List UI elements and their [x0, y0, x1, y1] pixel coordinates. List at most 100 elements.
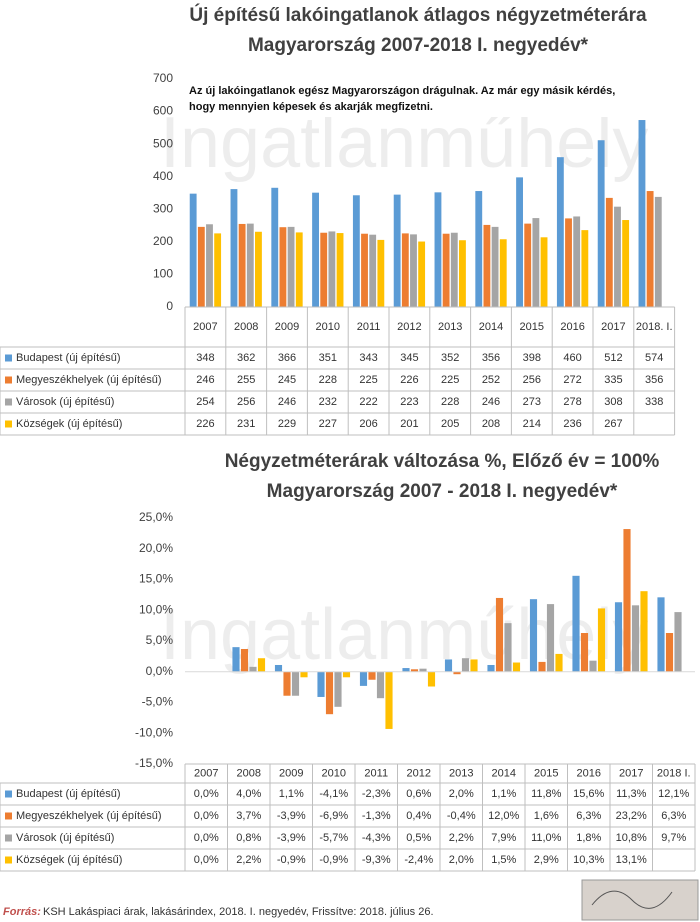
x-tick-label: 2018. I.: [636, 321, 673, 333]
table-value: 2,2%: [236, 854, 261, 866]
bar: [418, 241, 426, 307]
bar: [238, 223, 246, 307]
table-value: 245: [278, 374, 296, 386]
bar: [499, 239, 507, 307]
chart-subtitle: Magyarország 2007-2018 I. negyedév*: [248, 35, 589, 56]
table-value: 6,3%: [661, 810, 686, 822]
table-value: 352: [441, 352, 459, 364]
bar: [427, 671, 436, 687]
table-value: 256: [523, 374, 541, 386]
x-tick-label: 2009: [279, 767, 303, 779]
table-value: -0,9%: [319, 854, 348, 866]
bar: [291, 671, 300, 696]
table-value: 254: [196, 396, 214, 408]
legend-key: [5, 354, 12, 362]
table-value: 343: [359, 352, 377, 364]
y-tick-label: 20,0%: [139, 541, 173, 555]
legend-key: [5, 398, 12, 406]
table-value: 10,3%: [573, 854, 604, 866]
legend-label: Budapest (új építésű): [16, 352, 121, 364]
y-tick-label: 200: [153, 234, 173, 248]
bar: [334, 671, 342, 707]
table-value: 4,0%: [236, 788, 261, 800]
x-tick-label: 2015: [520, 321, 544, 333]
x-tick-label: 2007: [194, 767, 218, 779]
x-tick-label: 2010: [316, 321, 340, 333]
table-value: -6,9%: [319, 810, 348, 822]
bar: [232, 647, 240, 672]
bar: [312, 192, 319, 307]
legend-label: Megyeszékhelyek (új építésű): [16, 810, 162, 822]
table-value: 11,8%: [531, 788, 562, 800]
legend-key: [5, 420, 12, 428]
table-value: 308: [604, 396, 622, 408]
bar: [597, 608, 606, 672]
y-tick-label: -15,0%: [135, 756, 173, 770]
table-value: 9,7%: [661, 832, 686, 844]
y-tick-label: 5,0%: [146, 633, 174, 647]
table-value: 7,9%: [491, 832, 516, 844]
y-tick-label: 500: [153, 136, 173, 150]
y-tick-label: 0,0%: [146, 664, 174, 678]
y-tick-label: 600: [153, 104, 173, 118]
bar: [279, 227, 287, 307]
table-value: 351: [319, 352, 337, 364]
bar: [470, 659, 478, 672]
bar: [640, 591, 648, 672]
table-value: 231: [237, 418, 255, 430]
table-value: 0,5%: [406, 832, 431, 844]
table-value: 338: [645, 396, 663, 408]
bar: [638, 120, 646, 307]
table-value: 232: [319, 396, 337, 408]
bar: [342, 671, 351, 678]
bar: [453, 671, 461, 675]
bar: [573, 216, 581, 307]
bar: [556, 157, 564, 307]
x-tick-label: 2013: [449, 767, 473, 779]
y-tick-label: 700: [153, 71, 173, 85]
bar: [622, 220, 630, 307]
bar: [295, 232, 303, 307]
table-value: 345: [400, 352, 418, 364]
table-value: 348: [196, 352, 214, 364]
y-tick-label: 10,0%: [139, 602, 173, 616]
bar: [359, 671, 368, 686]
bar: [597, 140, 605, 307]
table-value: 13,1%: [616, 854, 647, 866]
bar: [246, 223, 254, 307]
table-value: -3,9%: [277, 832, 306, 844]
x-tick-label: 2016: [560, 321, 584, 333]
bar: [524, 223, 532, 307]
table-value: 206: [359, 418, 377, 430]
bar: [631, 605, 640, 672]
bar: [401, 233, 409, 307]
table-value: 246: [278, 396, 296, 408]
table-value: 246: [482, 396, 500, 408]
x-tick-label: 2014: [492, 767, 516, 779]
bar: [434, 192, 442, 307]
table-value: 229: [278, 418, 296, 430]
legend-key: [5, 812, 12, 820]
bar: [657, 597, 665, 672]
bar: [450, 232, 458, 307]
bar: [487, 664, 495, 672]
table-value: 0,6%: [406, 788, 431, 800]
y-tick-label: -5,0%: [142, 695, 174, 709]
bar: [459, 240, 466, 307]
y-tick-label: 100: [153, 267, 173, 281]
table-value: 0,0%: [194, 788, 219, 800]
y-tick-label: 400: [153, 169, 173, 183]
table-value: -2,4%: [404, 854, 433, 866]
bar: [214, 233, 222, 307]
table-value: 0,0%: [194, 832, 219, 844]
bar: [546, 604, 555, 672]
legend-key: [5, 376, 12, 384]
annotation: hogy mennyien képesek és akarják megfize…: [189, 101, 433, 113]
x-tick-label: 2008: [237, 767, 261, 779]
table-value: 12,1%: [658, 788, 689, 800]
bar: [325, 671, 334, 715]
table-value: 225: [441, 374, 459, 386]
legend-key: [5, 834, 12, 842]
